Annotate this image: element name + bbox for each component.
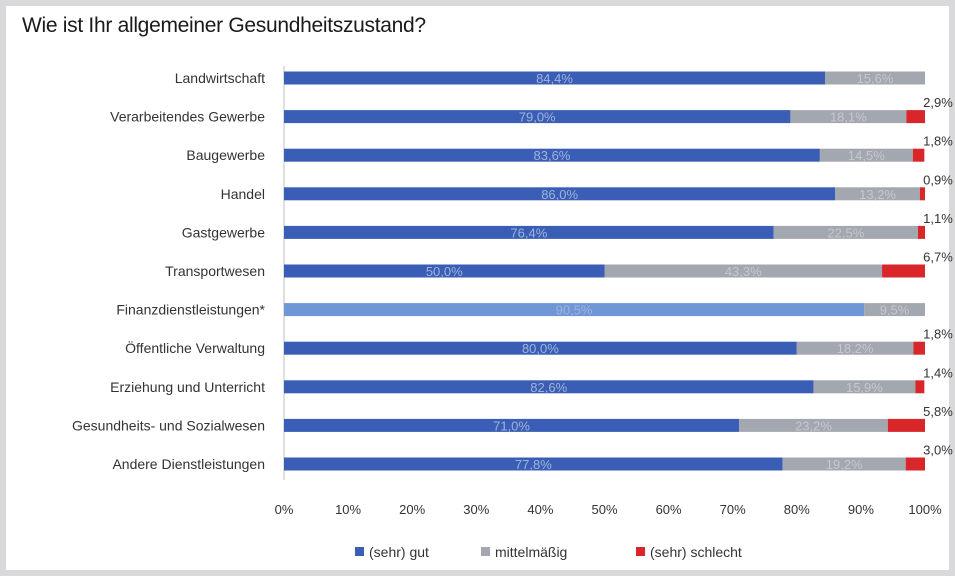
legend-swatch — [355, 547, 364, 556]
data-label: 84,4% — [536, 71, 573, 86]
chart-panel — [6, 6, 949, 570]
bar-segment — [284, 380, 814, 394]
data-label: 6,7% — [923, 250, 953, 265]
data-label: 18,1% — [830, 110, 867, 125]
legend-entry: (sehr) gut — [369, 544, 429, 560]
bar-segment — [819, 148, 913, 162]
category-label: Gesundheits- und Sozialwesen — [72, 417, 265, 433]
data-label: 18,2% — [837, 341, 874, 356]
category-label: Landwirtschaft — [175, 70, 265, 86]
bar-segment — [284, 148, 820, 162]
data-label: 9,5% — [880, 303, 910, 318]
bar-segment — [604, 264, 883, 278]
category-label: Handel — [221, 186, 265, 202]
category-label: Andere Dienstleistungen — [112, 456, 265, 472]
bar-segment — [284, 187, 836, 201]
bar-segment — [790, 110, 907, 124]
x-tick-label: 100% — [908, 502, 942, 517]
data-label: 83,6% — [534, 148, 571, 163]
data-label: 80,0% — [522, 341, 559, 356]
chart-title: Wie ist Ihr allgemeiner Gesundheitszusta… — [22, 14, 426, 37]
data-label: 13,2% — [859, 187, 896, 202]
data-label: 22,5% — [827, 225, 864, 240]
data-label: 1,8% — [923, 134, 953, 149]
category-label: Finanzdienstleistungen* — [116, 302, 265, 318]
bar-segment — [882, 264, 925, 278]
bar-segment — [284, 303, 865, 317]
bar-segment — [284, 71, 826, 85]
bar-segment — [813, 380, 916, 394]
x-tick-label: 30% — [463, 502, 489, 517]
x-tick-label: 80% — [784, 502, 810, 517]
x-tick-label: 50% — [591, 502, 617, 517]
category-label: Baugewerbe — [186, 147, 265, 163]
data-label: 15,6% — [857, 71, 894, 86]
bar-segment — [284, 457, 783, 471]
data-label: 79,0% — [519, 110, 556, 125]
bar-segment — [284, 225, 774, 239]
bar-segment — [906, 110, 925, 124]
category-label: Erziehung und Unterricht — [110, 379, 265, 395]
legend-swatch — [636, 547, 645, 556]
bar-segment — [912, 148, 925, 162]
x-tick-label: 10% — [335, 502, 361, 517]
bar-segment — [796, 341, 914, 355]
x-tick-label: 70% — [720, 502, 746, 517]
data-label: 23,2% — [795, 418, 832, 433]
legend-entry: (sehr) schlecht — [650, 544, 742, 560]
x-tick-label: 0% — [275, 502, 294, 517]
category-label: Verarbeitendes Gewerbe — [110, 109, 265, 125]
category-label: Öffentliche Verwaltung — [125, 339, 265, 356]
data-label: 5,8% — [923, 404, 953, 419]
data-label: 15,9% — [846, 380, 883, 395]
bar-segment — [917, 225, 925, 239]
data-label: 77,8% — [515, 457, 552, 472]
category-label: Transportwesen — [165, 263, 265, 279]
bar-segment — [913, 341, 925, 355]
x-tick-label: 20% — [399, 502, 425, 517]
data-label: 76,4% — [510, 225, 547, 240]
x-tick-label: 60% — [656, 502, 682, 517]
data-label: 3,0% — [923, 443, 953, 458]
data-label: 0,9% — [923, 172, 953, 187]
category-label: Gastgewerbe — [182, 224, 265, 240]
data-label: 90,5% — [556, 303, 593, 318]
bar-segment — [284, 418, 740, 432]
bar-segment — [915, 380, 925, 394]
bar-segment — [825, 71, 925, 85]
bar-segment — [905, 457, 925, 471]
bar-segment — [284, 110, 791, 124]
x-tick-label: 90% — [848, 502, 874, 517]
data-label: 82,6% — [530, 380, 567, 395]
data-label: 1,1% — [923, 211, 953, 226]
data-label: 14,5% — [848, 148, 885, 163]
bar-segment — [835, 187, 920, 201]
bar-segment — [284, 264, 605, 278]
bar-segment — [864, 303, 925, 317]
data-label: 50,0% — [426, 264, 463, 279]
data-label: 43,3% — [725, 264, 762, 279]
data-label: 2,9% — [923, 95, 953, 110]
data-label: 19,2% — [826, 457, 863, 472]
bar-segment — [284, 341, 797, 355]
bar-segment — [782, 457, 906, 471]
bar-segment — [773, 225, 918, 239]
x-tick-label: 40% — [527, 502, 553, 517]
data-label: 1,4% — [923, 365, 953, 380]
bar-segment — [919, 187, 925, 201]
legend-entry: mittelmäßig — [495, 544, 567, 560]
bar-segment — [739, 418, 888, 432]
bar-segment — [887, 418, 925, 432]
legend-swatch — [481, 547, 490, 556]
data-label: 86,0% — [541, 187, 578, 202]
data-label: 71,0% — [493, 418, 530, 433]
data-label: 1,8% — [923, 327, 953, 342]
